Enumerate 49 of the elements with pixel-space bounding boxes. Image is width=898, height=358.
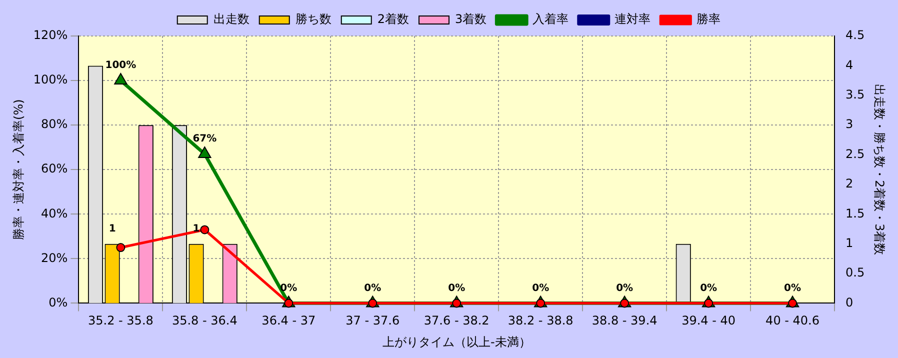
data-label: 0% — [700, 282, 718, 294]
y2-tick-label: 2 — [846, 176, 854, 191]
point — [114, 73, 128, 85]
x-tick-label: 39.4 - 40 — [682, 314, 736, 328]
y2-tick-label: 2.5 — [846, 146, 865, 161]
legend-label: 連対率 — [614, 12, 651, 26]
data-label: 0% — [784, 282, 802, 294]
x-tick-label: 36.4 - 37 — [262, 314, 316, 328]
x-tick-label: 37.6 - 38.2 — [424, 314, 490, 328]
y-axis-title: 勝率・連対率・入着率(%) — [11, 99, 26, 240]
data-label: 0% — [364, 282, 382, 294]
y-tick-label: 40% — [41, 206, 68, 220]
y2-tick-label: 3 — [846, 117, 854, 132]
x-tick-label: 37 - 37.6 — [346, 314, 400, 328]
y-tick-label: 0% — [48, 295, 68, 310]
data-label: 1 — [108, 223, 116, 234]
data-label: 0% — [616, 282, 634, 294]
y2-tick-label: 0 — [846, 295, 854, 310]
data-label: 0% — [448, 282, 466, 294]
point — [116, 243, 126, 252]
x-tick-label: 40 - 40.6 — [766, 314, 820, 328]
y2-axis-title: 出走数・勝ち数・2着数・3着数 — [872, 84, 887, 256]
y-tick-label: 120% — [33, 28, 68, 42]
x-axis-title: 上がりタイム（以上-未満） — [382, 334, 531, 349]
y2-tick-label: 4.5 — [846, 28, 865, 42]
x-tick-label: 35.8 - 36.4 — [172, 314, 238, 328]
y-tick-label: 20% — [41, 250, 68, 265]
legend-label: 2着数 — [377, 12, 410, 26]
legend-label: 勝ち数 — [295, 12, 332, 26]
data-label: 100% — [105, 60, 136, 72]
x-tick-label: 38.8 - 39.4 — [592, 314, 658, 328]
x-tick-label: 35.2 - 35.8 — [88, 314, 154, 328]
y-tick-label: 100% — [33, 72, 68, 87]
legend-label: 入着率 — [532, 12, 569, 26]
legend-label: 出走数 — [213, 12, 250, 26]
point — [200, 225, 210, 234]
y2-tick-label: 1 — [846, 236, 854, 250]
y2-tick-label: 1.5 — [846, 206, 865, 220]
legend-label: 3着数 — [455, 12, 487, 26]
y2-tick-label: 3.5 — [846, 88, 865, 102]
x-tick-label: 38.2 - 38.8 — [508, 314, 574, 328]
data-label: 67% — [192, 134, 217, 145]
legend-label: 勝率 — [696, 12, 721, 26]
y-tick-label: 80% — [41, 117, 68, 132]
y-tick-label: 60% — [41, 162, 68, 176]
point — [198, 146, 212, 158]
data-label: 0% — [532, 282, 550, 294]
y2-tick-label: 4 — [846, 58, 854, 72]
y2-tick-label: 0.5 — [846, 266, 865, 280]
